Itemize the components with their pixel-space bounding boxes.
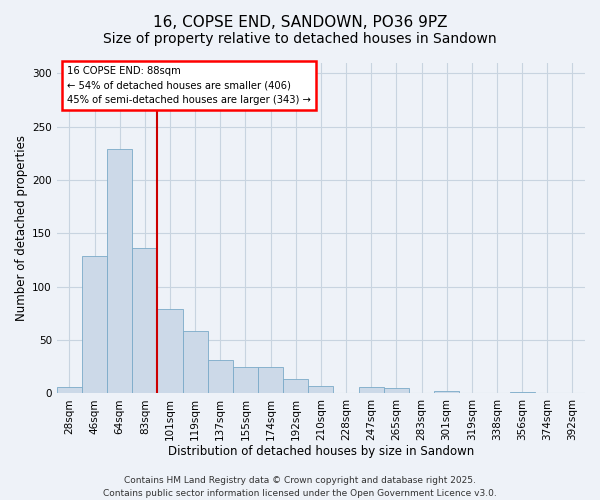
Bar [132, 248, 157, 394]
X-axis label: Distribution of detached houses by size in Sandown: Distribution of detached houses by size … [168, 444, 474, 458]
Text: Size of property relative to detached houses in Sandown: Size of property relative to detached ho… [103, 32, 497, 46]
Bar [157, 309, 182, 394]
Text: Contains HM Land Registry data © Crown copyright and database right 2025.
Contai: Contains HM Land Registry data © Crown c… [103, 476, 497, 498]
Bar [107, 149, 132, 394]
Bar [258, 366, 283, 394]
Bar [509, 392, 535, 394]
Bar [208, 360, 233, 394]
Y-axis label: Number of detached properties: Number of detached properties [15, 135, 28, 321]
Bar [233, 366, 258, 394]
Bar [182, 332, 208, 394]
Bar [283, 380, 308, 394]
Bar [308, 386, 334, 394]
Bar [57, 387, 82, 394]
Bar [82, 256, 107, 394]
Bar [384, 388, 409, 394]
Bar [434, 391, 459, 394]
Text: 16, COPSE END, SANDOWN, PO36 9PZ: 16, COPSE END, SANDOWN, PO36 9PZ [153, 15, 447, 30]
Text: 16 COPSE END: 88sqm
← 54% of detached houses are smaller (406)
45% of semi-detac: 16 COPSE END: 88sqm ← 54% of detached ho… [67, 66, 311, 106]
Bar [359, 387, 384, 394]
